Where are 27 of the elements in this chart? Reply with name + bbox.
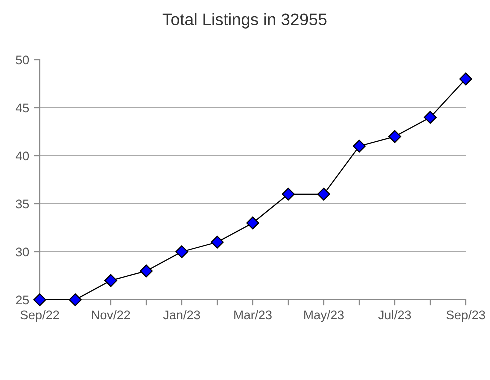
x-tick-label: Jul/23 [378, 310, 412, 320]
x-tick-label: Mar/23 [234, 310, 272, 320]
point [424, 111, 437, 124]
point [140, 264, 153, 278]
point [388, 130, 402, 144]
x-tick-label: Sep/23 [446, 310, 486, 322]
y-tick-label: 40 [16, 152, 30, 161]
y-tick-label: 35 [16, 200, 30, 209]
x-tick-label: May/23 [304, 310, 344, 322]
point [246, 216, 260, 230]
y-tick-label: 30 [16, 248, 30, 257]
x-tick-label: Jan/23 [163, 310, 200, 320]
y-tick-label: 45 [16, 104, 30, 113]
y-tick-label: 25 [16, 296, 30, 305]
point [282, 188, 295, 201]
point [104, 274, 118, 288]
chart-title: Total Listings in 32955 [162, 13, 327, 29]
point [34, 294, 46, 306]
point [460, 72, 472, 86]
point [318, 188, 330, 201]
point [176, 246, 188, 258]
x-tick-label: Sep/22 [20, 310, 60, 322]
point [353, 140, 366, 153]
x-tick-label: Nov/22 [92, 310, 130, 320]
point [211, 236, 224, 249]
y-tick-label: 50 [16, 56, 30, 65]
point [69, 294, 82, 306]
